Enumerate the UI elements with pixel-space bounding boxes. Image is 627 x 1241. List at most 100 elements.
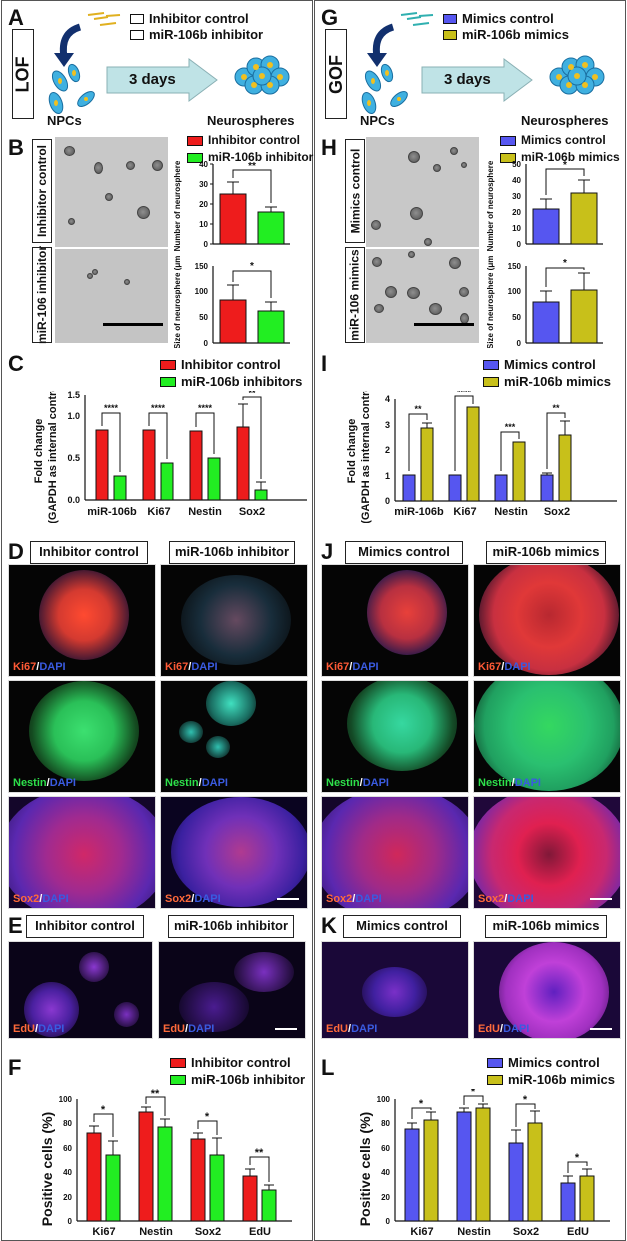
svg-text:2: 2	[385, 445, 390, 455]
image-edu-mir106b-inhibitor: EdU/DAPI	[158, 941, 306, 1039]
scale-bar	[275, 1028, 297, 1030]
svg-text:1.0: 1.0	[67, 411, 80, 421]
panel-g-legend: Mimics control miR-106b mimics	[443, 11, 569, 43]
image-sox2-inhibitor-control: Sox2/DAPI	[8, 796, 156, 909]
chart-c-fold-change: Fold change (GAPDH as internal control) …	[33, 391, 307, 523]
column-header-mimics-control: Mimics control	[345, 541, 463, 564]
brightfield-image-mimics-control	[366, 137, 479, 247]
scale-bar	[590, 898, 612, 900]
svg-text:Fold change: Fold change	[346, 419, 358, 484]
svg-text:50: 50	[512, 313, 521, 322]
svg-text:3: 3	[385, 420, 390, 430]
panel-f-legend: Inhibitor control miR-106b inhibitor	[170, 1054, 305, 1088]
chart-h-size-of-neurosphere: Size of neurosphere (μm) 0 50 100 150 *	[486, 256, 603, 348]
panel-h-legend: Mimics control miR-106b mimics	[500, 132, 620, 166]
svg-text:(GAPDH as internal control): (GAPDH as internal control)	[47, 391, 59, 523]
column-header-mir106b-inhibitor: miR-106b inhibitor	[169, 541, 295, 564]
legend-swatch-green	[170, 1074, 186, 1085]
svg-text:30: 30	[199, 180, 208, 189]
svg-text:****: ****	[151, 403, 166, 413]
legend-swatch-olive	[443, 30, 457, 40]
svg-text:Sox2: Sox2	[513, 1226, 539, 1238]
svg-text:EdU: EdU	[567, 1226, 589, 1238]
svg-text:100: 100	[508, 287, 522, 296]
svg-text:0: 0	[517, 339, 522, 348]
svg-text:50: 50	[199, 313, 208, 322]
chart-i-fold-change: Fold change (GAPDH as internal control) …	[346, 391, 617, 523]
svg-text:150: 150	[195, 262, 209, 271]
image-ki67-mir106b-mimics: Ki67/DAPI	[473, 564, 621, 677]
svg-text:Nestin: Nestin	[457, 1226, 491, 1238]
svg-text:*: *	[563, 258, 567, 269]
image-sox2-mimics-control: Sox2/DAPI	[321, 796, 469, 909]
legend-swatch-red	[160, 359, 176, 370]
svg-text:10: 10	[512, 224, 521, 233]
svg-text:Nestin: Nestin	[139, 1226, 173, 1238]
svg-text:Number of neurosphere: Number of neurosphere	[486, 161, 495, 251]
npcs-label: NPCs	[47, 113, 82, 128]
legend-swatch-olive	[487, 1074, 503, 1085]
svg-text:Ki67: Ki67	[410, 1226, 433, 1238]
legend-swatch-blue	[500, 135, 516, 146]
svg-text:Sox2: Sox2	[239, 506, 265, 518]
image-label-mimics-control: Mimics control	[345, 139, 365, 243]
svg-text:100: 100	[195, 287, 209, 296]
svg-text:*: *	[575, 1152, 580, 1164]
three-days-arrow-icon	[421, 58, 533, 102]
image-ki67-mir106b-inhibitor: Ki67/DAPI	[160, 564, 308, 677]
panel-a-legend: Inhibitor control miR-106b inhibitor	[130, 11, 263, 43]
svg-text:40: 40	[63, 1168, 72, 1177]
svg-text:0: 0	[204, 339, 209, 348]
svg-text:20: 20	[199, 200, 208, 209]
svg-text:Ki67: Ki67	[453, 506, 476, 518]
svg-text:0.5: 0.5	[67, 453, 80, 463]
svg-text:4: 4	[385, 394, 390, 404]
three-days-label: 3 days	[444, 71, 491, 88]
svg-text:****: ****	[104, 403, 119, 413]
svg-text:30: 30	[512, 192, 521, 201]
image-nestin-inhibitor-control: Nestin/DAPI	[8, 680, 156, 793]
panel-label-g: G	[321, 5, 339, 30]
svg-text:40: 40	[199, 161, 208, 169]
svg-text:20: 20	[63, 1193, 72, 1202]
svg-text:Nestin: Nestin	[188, 506, 222, 518]
svg-text:0: 0	[386, 1217, 391, 1226]
brightfield-image-inhibitor-control	[55, 137, 168, 247]
gof-label-box: GOF	[325, 29, 347, 119]
svg-text:Positive cells (%): Positive cells (%)	[39, 1112, 55, 1226]
npc-transfection-icon	[48, 12, 121, 115]
chart-h-number-of-neurosphere: Number of neurosphere 0 10 20 30 40 50 *	[486, 161, 603, 251]
panel-b-legend: Inhibitor control miR-106b inhibitor	[187, 132, 313, 166]
svg-text:Fold change: Fold change	[33, 419, 45, 484]
panel-label-i: I	[321, 351, 328, 376]
svg-text:(GAPDH as internal control): (GAPDH as internal control)	[360, 391, 372, 523]
svg-text:***: ***	[505, 422, 516, 432]
svg-text:0: 0	[68, 1217, 73, 1226]
svg-text:80: 80	[381, 1119, 390, 1128]
svg-text:100: 100	[377, 1095, 391, 1104]
scale-bar	[277, 898, 299, 900]
three-days-label: 3 days	[129, 71, 176, 88]
panel-label-b: B	[8, 135, 24, 160]
image-sox2-mir106b-mimics: Sox2/DAPI	[473, 796, 621, 909]
svg-text:1: 1	[385, 471, 390, 481]
column-header-mimics-control: Mimics control	[343, 915, 461, 938]
image-sox2-mir106b-inhibitor: Sox2/DAPI	[160, 796, 308, 909]
column-header-mir106b-inhibitor: miR-106b inhibitor	[168, 915, 294, 938]
svg-text:miR-106b: miR-106b	[87, 506, 137, 518]
image-nestin-mir106b-inhibitor: Nestin/DAPI	[160, 680, 308, 793]
svg-text:*: *	[471, 1089, 476, 1098]
left-column-lof: A LOF Inhibitor control miR-106b inhibit…	[1, 0, 313, 1241]
panel-label-j: J	[321, 539, 334, 564]
svg-text:0: 0	[517, 240, 522, 249]
svg-text:0: 0	[385, 496, 390, 506]
svg-text:20: 20	[381, 1193, 390, 1202]
svg-text:80: 80	[63, 1119, 72, 1128]
svg-text:*: *	[250, 261, 254, 272]
panel-label-h: H	[321, 135, 337, 160]
legend-swatch-olive	[500, 152, 516, 163]
neurospheres-label: Neurospheres	[521, 113, 609, 128]
legend-swatch-blue	[487, 1057, 503, 1068]
svg-text:0.0: 0.0	[67, 495, 80, 505]
svg-text:50: 50	[512, 161, 521, 169]
